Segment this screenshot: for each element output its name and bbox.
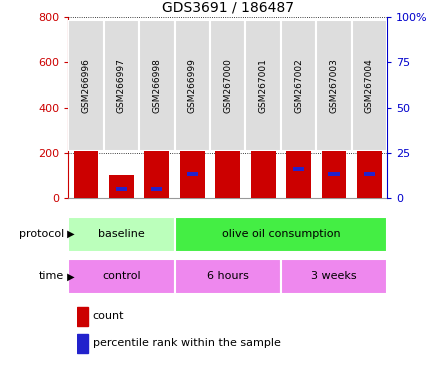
- Bar: [222, 118, 233, 122]
- Text: GSM266999: GSM266999: [188, 58, 197, 113]
- Text: GSM267004: GSM267004: [365, 58, 374, 113]
- Text: baseline: baseline: [98, 229, 145, 239]
- Bar: [364, 172, 375, 176]
- FancyBboxPatch shape: [316, 20, 352, 151]
- FancyBboxPatch shape: [246, 20, 281, 151]
- Text: GSM267002: GSM267002: [294, 58, 303, 113]
- Text: GSM267000: GSM267000: [223, 58, 232, 113]
- Bar: [81, 127, 92, 131]
- Text: GSM267001: GSM267001: [259, 58, 268, 113]
- Text: percentile rank within the sample: percentile rank within the sample: [92, 338, 280, 348]
- FancyBboxPatch shape: [68, 217, 175, 252]
- Bar: [144, 145, 169, 198]
- Text: control: control: [102, 271, 141, 281]
- Bar: [293, 167, 304, 171]
- Text: ▶: ▶: [64, 229, 74, 239]
- FancyBboxPatch shape: [281, 259, 387, 294]
- Text: 3 weeks: 3 weeks: [311, 271, 357, 281]
- Bar: [116, 187, 127, 190]
- Bar: [251, 65, 275, 198]
- FancyBboxPatch shape: [210, 20, 246, 151]
- FancyBboxPatch shape: [175, 259, 281, 294]
- FancyBboxPatch shape: [352, 20, 387, 151]
- Text: GSM266997: GSM266997: [117, 58, 126, 113]
- Bar: [77, 307, 88, 326]
- Text: ▶: ▶: [64, 271, 74, 281]
- Bar: [322, 130, 346, 198]
- Text: time: time: [39, 271, 64, 281]
- Text: GSM266996: GSM266996: [81, 58, 91, 113]
- Bar: [151, 187, 162, 190]
- Title: GDS3691 / 186487: GDS3691 / 186487: [162, 1, 294, 15]
- FancyBboxPatch shape: [68, 20, 104, 151]
- Bar: [257, 136, 269, 140]
- Bar: [286, 144, 311, 198]
- FancyBboxPatch shape: [281, 20, 316, 151]
- Text: 6 hours: 6 hours: [207, 271, 249, 281]
- FancyBboxPatch shape: [68, 259, 175, 294]
- Text: protocol: protocol: [18, 229, 64, 239]
- Bar: [215, 57, 240, 198]
- Bar: [328, 172, 340, 176]
- FancyBboxPatch shape: [139, 20, 175, 151]
- Bar: [180, 137, 205, 198]
- Text: count: count: [92, 311, 124, 321]
- Bar: [77, 334, 88, 353]
- Text: GSM267003: GSM267003: [330, 58, 338, 113]
- Bar: [73, 101, 98, 198]
- Bar: [187, 172, 198, 176]
- FancyBboxPatch shape: [175, 217, 387, 252]
- Text: GSM266998: GSM266998: [152, 58, 161, 113]
- FancyBboxPatch shape: [175, 20, 210, 151]
- Bar: [357, 148, 382, 198]
- FancyBboxPatch shape: [104, 20, 139, 151]
- Bar: [109, 175, 134, 198]
- Text: olive oil consumption: olive oil consumption: [222, 229, 340, 239]
